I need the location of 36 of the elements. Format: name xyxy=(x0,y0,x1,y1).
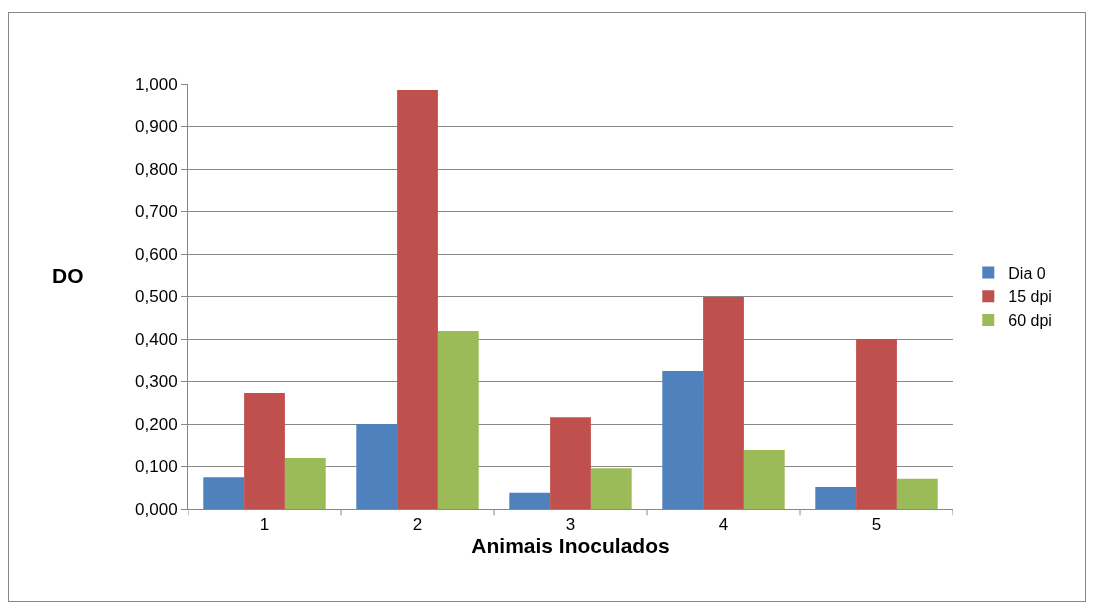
y-axis-title: DO xyxy=(52,264,84,287)
bar xyxy=(703,296,744,509)
bar xyxy=(743,449,785,509)
y-tick-label: 0,500 xyxy=(135,287,178,307)
x-tick-label: 1 xyxy=(259,515,270,535)
bar xyxy=(662,370,704,509)
x-tick-label: 2 xyxy=(412,515,423,535)
y-tick-label: 0,700 xyxy=(135,202,178,222)
y-tick-label: 1,000 xyxy=(135,74,178,94)
bar xyxy=(856,339,897,509)
legend-label: 15 dpi xyxy=(1008,288,1052,306)
x-tick-label: 5 xyxy=(871,515,882,535)
bar xyxy=(203,477,245,509)
bar xyxy=(244,392,285,509)
x-tick-label: 3 xyxy=(565,515,576,535)
bar xyxy=(590,468,632,509)
bar xyxy=(550,417,591,509)
legend-label: 60 dpi xyxy=(1008,312,1052,330)
bar xyxy=(437,330,479,509)
y-tick-label: 0,900 xyxy=(135,117,178,137)
y-tick-label: 0,200 xyxy=(135,414,178,434)
bar xyxy=(356,424,398,509)
legend-label: Dia 0 xyxy=(1008,264,1046,282)
bar xyxy=(397,89,438,509)
y-tick-label: 0,000 xyxy=(135,499,178,519)
bar xyxy=(284,458,326,509)
y-tick-label: 0,800 xyxy=(135,159,178,179)
x-axis-title: Animais Inoculados xyxy=(471,534,670,558)
y-tick-label: 0,100 xyxy=(135,457,178,477)
y-tick-label: 0,400 xyxy=(135,329,178,349)
x-tick-label: 4 xyxy=(718,515,729,535)
y-tick-label: 0,600 xyxy=(135,244,178,264)
bar xyxy=(896,478,938,509)
y-tick-label: 0,300 xyxy=(135,372,178,392)
bar xyxy=(815,486,857,509)
bar xyxy=(509,492,551,509)
